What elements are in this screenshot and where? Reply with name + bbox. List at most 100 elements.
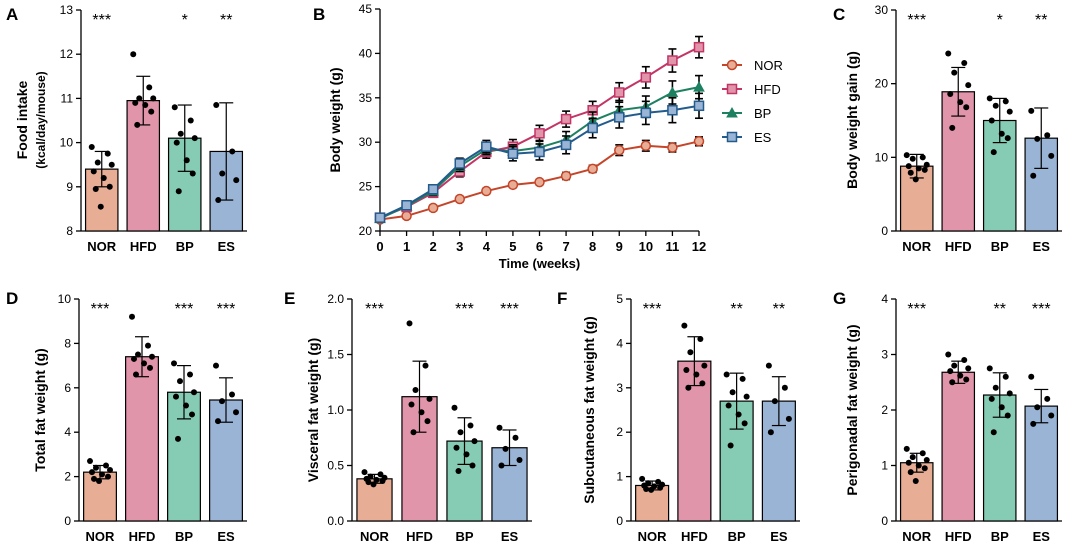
data-point [361, 469, 368, 476]
data-point [640, 140, 652, 152]
data-point [89, 469, 95, 476]
y-tick-label: 4 [881, 292, 888, 306]
series-line [379, 104, 700, 219]
data-point [697, 335, 704, 342]
data-point [183, 157, 190, 164]
data-point [133, 371, 139, 378]
data-point [94, 159, 101, 166]
data-point [965, 82, 972, 89]
data-point [945, 50, 952, 57]
significance-mark: *** [217, 301, 236, 318]
data-point [406, 320, 413, 327]
data-point [735, 411, 742, 418]
data-point [502, 445, 509, 452]
data-point [640, 72, 652, 83]
data-point [741, 420, 748, 427]
x-tick-label: 2 [430, 239, 437, 254]
data-point [481, 185, 492, 197]
data-point [219, 398, 225, 405]
data-point [97, 203, 104, 210]
data-point [681, 322, 688, 329]
data-point [667, 142, 678, 153]
y-tick-label: 0.5 [327, 459, 344, 473]
data-point [1044, 395, 1051, 402]
data-point [685, 384, 692, 391]
y-tick-label: 4 [616, 336, 623, 350]
panel-e: E Visceral fat weight (g) 0.0 0.5 1.0 1.5 2.0 N… [284, 289, 532, 544]
data-point [189, 411, 195, 418]
data-point [1030, 420, 1037, 427]
data-point [693, 371, 700, 378]
data-point [903, 152, 910, 159]
significance-mark: *** [365, 301, 384, 318]
y-tick-label: 12 [60, 47, 74, 61]
data-point [463, 451, 470, 458]
data-point [923, 161, 930, 168]
data-point [105, 473, 111, 480]
data-point [1028, 373, 1035, 380]
data-point [657, 484, 664, 491]
data-point [173, 139, 180, 146]
data-point [1004, 135, 1011, 142]
data-point [961, 60, 968, 67]
panel-letter: A [6, 5, 18, 24]
panel-letter: G [833, 289, 846, 308]
legend-marker [726, 131, 738, 143]
data-point [100, 174, 107, 181]
y-axis-sublabel: (kcal/day/mouse) [34, 71, 48, 168]
data-point [915, 165, 922, 172]
data-point [765, 362, 772, 369]
data-point [683, 367, 690, 374]
data-point [229, 148, 236, 155]
data-point [560, 139, 572, 151]
data-point [215, 197, 222, 204]
data-point [106, 183, 113, 190]
x-tick-label: HFD [945, 529, 972, 544]
data-point [99, 471, 105, 478]
data-point [988, 117, 995, 124]
data-point [365, 479, 372, 486]
data-point [781, 384, 788, 391]
data-point [534, 176, 545, 188]
data-point [640, 107, 652, 119]
legend-label: ES [754, 130, 772, 145]
data-point [171, 360, 177, 367]
y-tick-label: 0 [881, 514, 888, 528]
data-point [92, 186, 99, 193]
data-point [961, 357, 968, 364]
significance-mark: *** [92, 12, 111, 29]
legend-marker [726, 59, 738, 71]
x-tick-label: 7 [562, 239, 569, 254]
data-point [471, 438, 478, 445]
series-nor [374, 136, 705, 225]
y-axis-label: Body weight gain (g) [844, 51, 860, 189]
data-point [919, 154, 926, 161]
data-point [96, 478, 102, 485]
y-tick-label: 1 [881, 459, 888, 473]
x-tick-label: NOR [360, 529, 390, 544]
data-point [175, 188, 182, 195]
data-point [666, 86, 679, 97]
data-point [90, 168, 97, 175]
x-tick-label: NOR [902, 529, 932, 544]
y-tick-label: 1.0 [327, 403, 344, 417]
x-tick-label: ES [217, 529, 235, 544]
data-point [998, 404, 1005, 411]
data-point [693, 100, 705, 112]
y-tick-label: 3 [881, 348, 888, 362]
data-point [1048, 412, 1055, 419]
data-point [418, 409, 425, 416]
data-point [454, 193, 465, 205]
data-point [1044, 132, 1051, 139]
data-point [992, 102, 999, 109]
data-point [215, 418, 221, 425]
y-tick-label: 11 [61, 91, 74, 105]
data-point [183, 402, 189, 409]
legend-marker [726, 106, 738, 118]
data-point [648, 486, 655, 493]
data-point [187, 371, 193, 378]
data-point [374, 212, 386, 223]
data-point [727, 442, 734, 449]
data-point [146, 84, 153, 91]
